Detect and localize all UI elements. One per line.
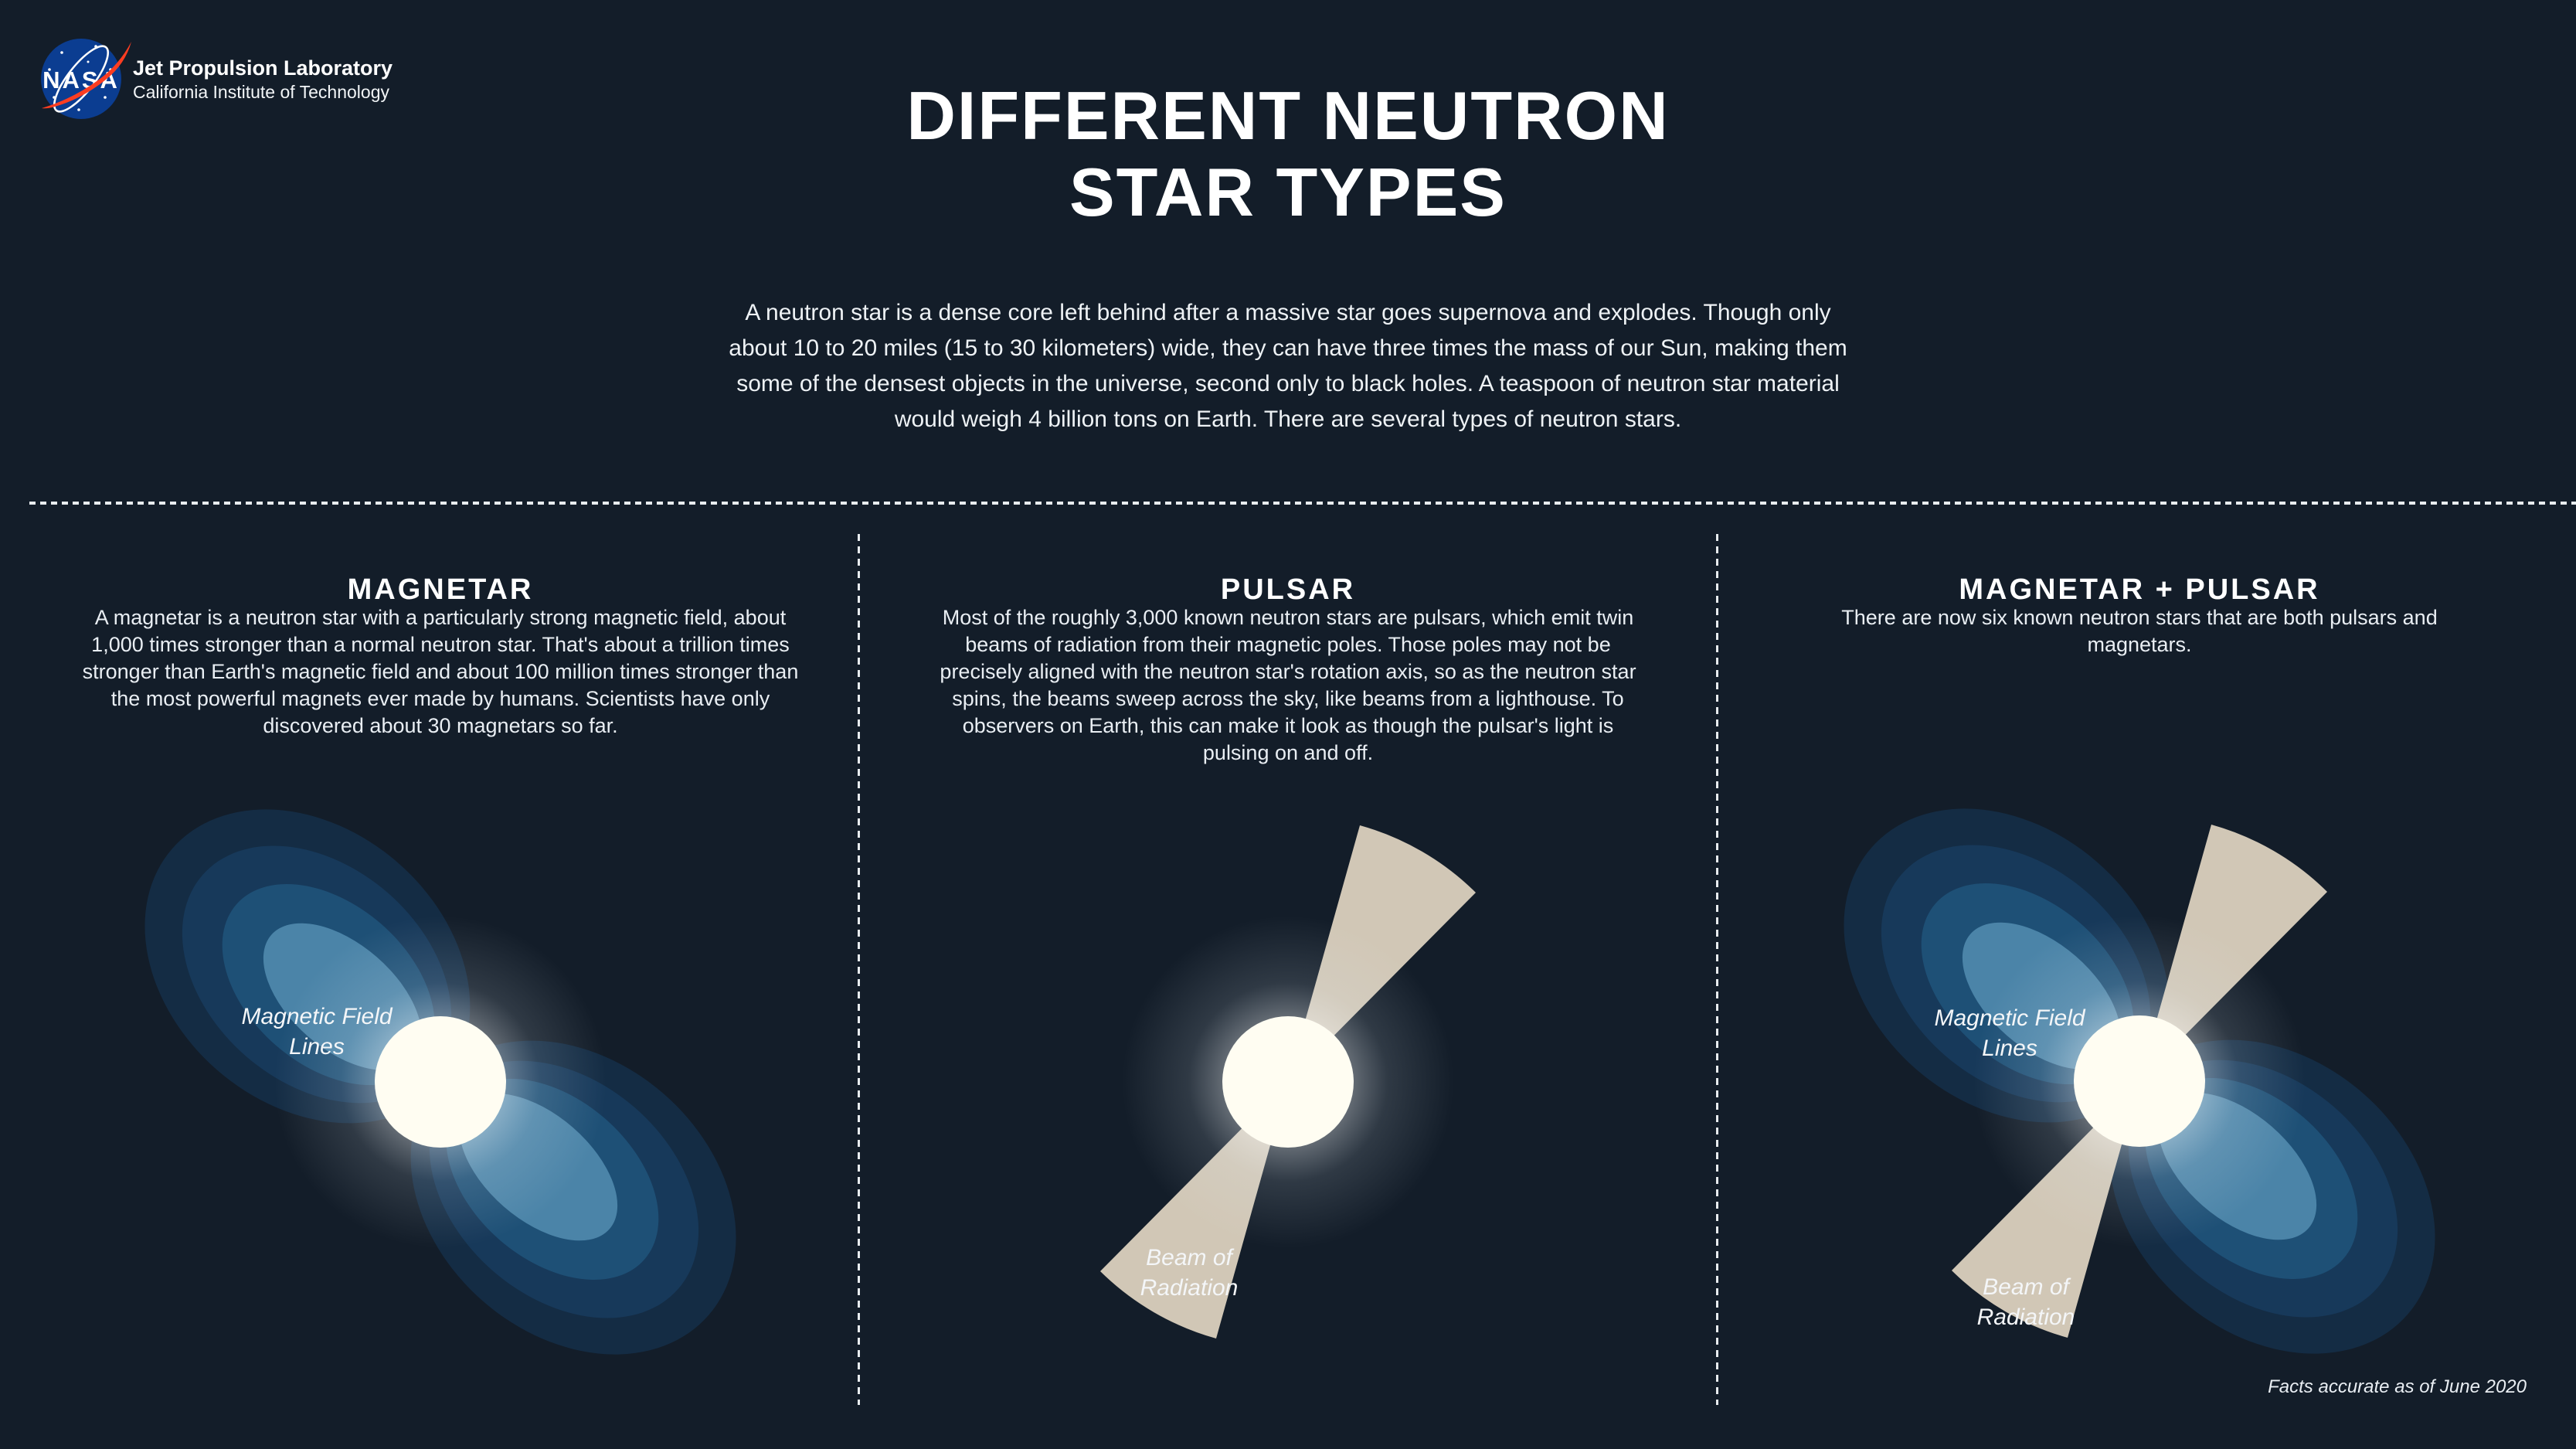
neutron-star <box>1222 1016 1354 1148</box>
label-line: Radiation <box>1976 1304 2075 1330</box>
body-magnetar-pulsar: There are now six known neutron stars th… <box>1841 606 2438 656</box>
neutron-star <box>2074 1015 2205 1147</box>
label-beam-of-radiation: Beam of Radiation <box>1898 1272 2153 1332</box>
label-line: Radiation <box>1140 1275 1239 1301</box>
body-pulsar: Most of the roughly 3,000 known neutron … <box>940 606 1636 764</box>
page-title: DIFFERENT NEUTRON STAR TYPES <box>0 77 2576 230</box>
logo-org-text: Jet Propulsion Laboratory California Ins… <box>133 56 393 103</box>
label-line: Beam of <box>1146 1245 1232 1270</box>
footer-note: Facts accurate as of June 2020 <box>2268 1376 2527 1397</box>
column-divider-1 <box>858 534 860 1405</box>
page-title-line1: DIFFERENT NEUTRON <box>906 77 1670 154</box>
nasa-logo-icon: NASA <box>41 39 131 119</box>
org-name: Jet Propulsion Laboratory <box>133 56 393 80</box>
section-divider-horizontal <box>29 502 2576 505</box>
body-magnetar: A magnetar is a neutron star with a part… <box>82 606 799 737</box>
nasa-logo-stars <box>48 45 112 111</box>
pulsar-diagram <box>1100 825 1476 1338</box>
magnetar-diagram <box>144 809 736 1355</box>
magnetar-pulsar-diagram <box>1844 808 2435 1354</box>
heading-pulsar: PULSAR <box>1220 573 1356 606</box>
label-line: Lines <box>289 1034 345 1060</box>
label-line: Lines <box>1982 1036 2037 1061</box>
heading-magnetar-pulsar: MAGNETAR + PULSAR <box>1959 573 2320 606</box>
label-magnetic-field-lines: Magnetic Field Lines <box>1882 1003 2137 1063</box>
nasa-meatball-circle <box>41 39 121 119</box>
heading-magnetar: MAGNETAR <box>347 573 534 606</box>
column-divider-2 <box>1716 534 1718 1405</box>
label-line: Magnetic Field <box>241 1004 393 1029</box>
neutron-star <box>375 1016 506 1148</box>
label-beam-of-radiation: Beam of Radiation <box>1062 1243 1317 1303</box>
label-line: Magnetic Field <box>1934 1005 2085 1031</box>
label-line: Beam of <box>1983 1274 2069 1300</box>
page-title-line2: STAR TYPES <box>1069 154 1507 230</box>
org-institute: California Institute of Technology <box>133 82 389 102</box>
label-magnetic-field-lines: Magnetic Field Lines <box>189 1002 444 1062</box>
intro-paragraph: A neutron star is a dense core left behi… <box>729 300 1847 432</box>
